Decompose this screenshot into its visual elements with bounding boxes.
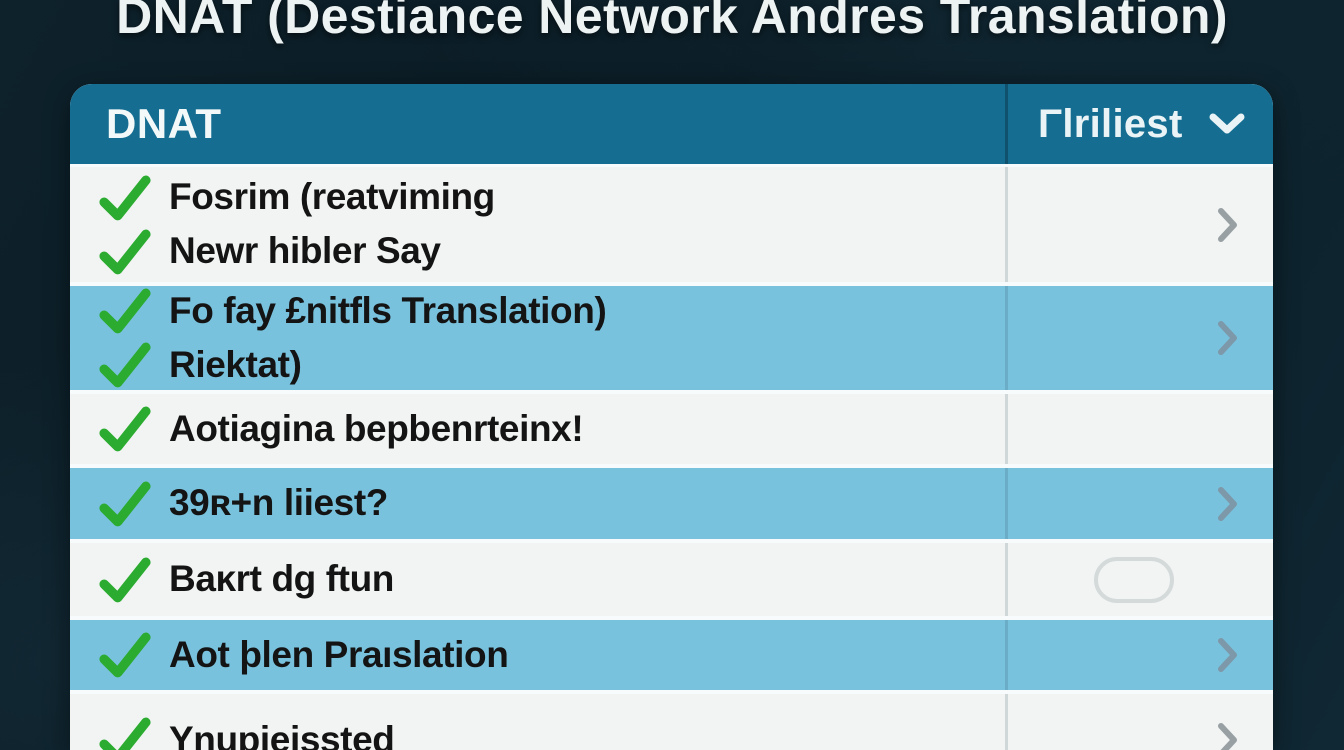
checkmark-icon bbox=[99, 481, 151, 526]
row-action-cell bbox=[1005, 620, 1273, 690]
row-content: Fosrim (reatviming Newr hibler Say bbox=[70, 167, 1005, 282]
table-header-title: DNAT bbox=[106, 100, 222, 147]
row-action-cell bbox=[1005, 694, 1273, 750]
table-header: DNAT Γlriliest bbox=[70, 84, 1273, 164]
dnat-table: DNAT Γlriliest Fosrim (reatviming Newr h… bbox=[70, 84, 1273, 750]
row-label: Baĸrt dg ftun bbox=[169, 558, 395, 600]
checkmark-icon bbox=[99, 288, 151, 334]
checkmark-icon bbox=[99, 342, 151, 388]
table-row[interactable]: 39ʀ+n liiest? bbox=[70, 468, 1273, 539]
row-label: Aot þlen Praıslation bbox=[169, 633, 509, 675]
row-content: Aot þlen Praıslation bbox=[70, 620, 1005, 690]
row-label: 39ʀ+n liiest? bbox=[169, 482, 388, 524]
chevron-right-icon[interactable] bbox=[1217, 722, 1239, 750]
chevron-down-icon bbox=[1209, 113, 1245, 134]
chevron-right-icon[interactable] bbox=[1217, 207, 1239, 243]
row-content: 39ʀ+n liiest? bbox=[70, 468, 1005, 539]
row-content: Aotiagina bepbenrteinx! bbox=[70, 394, 1005, 464]
row-label: Fosrim (reatviming bbox=[169, 176, 495, 218]
checkmark-icon bbox=[99, 229, 151, 274]
table-row[interactable]: Fosrim (reatviming Newr hibler Say bbox=[70, 167, 1273, 282]
row-content: Baĸrt dg ftun bbox=[70, 543, 1005, 616]
row-action-cell bbox=[1005, 167, 1273, 282]
row-label: Fo fay £nitfls Translation) bbox=[169, 289, 607, 331]
filter-dropdown-label: Γlriliest bbox=[1038, 101, 1183, 146]
table-row[interactable]: Ynupieissted bbox=[70, 694, 1273, 750]
checkmark-icon bbox=[99, 717, 151, 750]
checkmark-icon bbox=[99, 557, 151, 602]
page-title: DNAT (Destiance Network Andres Translati… bbox=[116, 0, 1228, 44]
checkmark-icon bbox=[99, 406, 151, 452]
checkmark-icon bbox=[99, 175, 151, 220]
chevron-right-icon[interactable] bbox=[1217, 637, 1239, 673]
row-label: Ynupieissted bbox=[169, 718, 395, 750]
row-label: Riektat) bbox=[169, 343, 302, 385]
row-action-cell bbox=[1005, 394, 1273, 464]
chevron-right-icon[interactable] bbox=[1217, 320, 1239, 356]
row-content: Ynupieissted bbox=[70, 694, 1005, 750]
table-row[interactable]: Aot þlen Praıslation bbox=[70, 620, 1273, 690]
toggle-outline[interactable] bbox=[1093, 556, 1174, 603]
row-label: Aotiagina bepbenrteinx! bbox=[169, 407, 584, 449]
filter-dropdown[interactable]: Γlriliest bbox=[1005, 84, 1273, 164]
row-content: Fo fay £nitfls Translation) Riektat) bbox=[70, 286, 1005, 390]
table-row[interactable]: Fo fay £nitfls Translation) Riektat) bbox=[70, 286, 1273, 390]
checkmark-icon bbox=[99, 632, 151, 678]
row-action-cell bbox=[1005, 286, 1273, 390]
table-row[interactable]: Baĸrt dg ftun bbox=[70, 543, 1273, 616]
row-action-cell bbox=[1005, 468, 1273, 539]
table-row[interactable]: Aotiagina bepbenrteinx! bbox=[70, 394, 1273, 464]
row-action-cell bbox=[1005, 543, 1273, 616]
chevron-right-icon[interactable] bbox=[1217, 486, 1239, 522]
row-label: Newr hibler Say bbox=[169, 230, 441, 272]
